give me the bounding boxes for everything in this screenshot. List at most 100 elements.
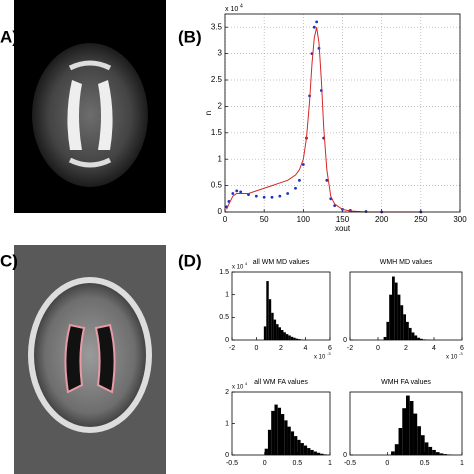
histogram-bar	[263, 326, 267, 340]
x-tick-label: -2	[229, 345, 235, 352]
y-tick-label: 1	[218, 154, 223, 163]
histogram-bar	[392, 276, 395, 340]
chart-title: WMH FA values	[381, 379, 431, 386]
data-point	[294, 186, 297, 190]
histogram-bar	[320, 453, 324, 455]
histogram-bar	[397, 294, 401, 340]
histogram-bar	[443, 454, 448, 455]
histogram-bar	[413, 413, 418, 455]
axes-frame	[349, 271, 463, 341]
multiplier: x 10	[232, 265, 244, 271]
fit-line	[226, 27, 421, 213]
histogram-bar	[273, 319, 277, 340]
y-tick-label: 3.5	[211, 22, 223, 31]
y-tick-label: 0.5	[211, 181, 223, 190]
y-tick-label: 1.5	[219, 269, 229, 276]
multiplier-exponent: 4	[240, 3, 243, 9]
data-point	[286, 192, 290, 195]
x-tick-label: 0.5	[292, 460, 302, 467]
histogram-bar	[288, 335, 291, 340]
multiplier: x 10	[232, 385, 244, 391]
x-tick-label: 0	[376, 345, 380, 352]
histogram-bar	[283, 332, 286, 340]
histogram-bar	[414, 335, 418, 340]
histogram-bar	[290, 336, 294, 340]
histogram-bar	[274, 404, 278, 455]
histogram-bar	[386, 321, 390, 340]
histogram-bar	[383, 336, 387, 340]
x-tick-label: -0.5	[226, 460, 238, 467]
histogram-bar	[313, 451, 317, 455]
x-tick-label: 4	[432, 345, 436, 352]
y-tick-label: 2	[225, 389, 229, 396]
histogram-bar	[394, 282, 398, 340]
histogram-bar	[406, 395, 410, 455]
axes-frame	[231, 391, 331, 456]
chart-title: all WM MD values	[253, 259, 310, 266]
histogram-bar	[408, 327, 412, 340]
data-point	[315, 20, 319, 24]
x-tick-label: 0	[223, 215, 228, 224]
data-point	[235, 189, 239, 193]
x-tick-label: -2	[347, 345, 353, 352]
y-tick-label: 2	[218, 102, 223, 111]
histogram-bar	[435, 452, 440, 455]
y-axis-label: n	[204, 111, 213, 115]
x-axis-label: xout	[335, 224, 351, 233]
histogram-bar	[268, 299, 272, 340]
histogram-bar	[287, 426, 291, 455]
histogram-bar	[266, 281, 269, 340]
histogram-bar	[271, 410, 275, 455]
histogram-bar	[439, 453, 444, 455]
multiplier-exponent: 4	[245, 381, 248, 386]
chart-title: all WM FA values	[254, 379, 308, 386]
separator	[14, 213, 166, 215]
data-point	[262, 195, 266, 199]
histogram-bar	[298, 339, 301, 340]
x-tick-label: 4	[304, 345, 308, 352]
histogram-bar	[409, 401, 414, 455]
data-point	[270, 195, 274, 199]
histogram-bar	[417, 426, 421, 455]
axes-frame	[231, 271, 331, 341]
x-tick-label: 1	[460, 460, 464, 467]
histogram-bar	[316, 452, 321, 455]
histogram-bar	[290, 431, 295, 455]
histogram-bar	[295, 338, 299, 340]
panel-label: A)	[0, 27, 18, 46]
data-point	[231, 192, 235, 195]
x-tick-label: 0	[385, 460, 389, 467]
y-tick-label: 0	[225, 452, 229, 459]
panel-label: (D)	[178, 251, 202, 270]
axes-frame	[349, 391, 463, 456]
x-tick-label: -0.5	[344, 460, 356, 467]
x-tick-label: 6	[328, 345, 332, 352]
histogram-bar	[406, 321, 409, 340]
y-tick-label: 0	[343, 337, 347, 344]
x-tick-label: 1	[328, 460, 332, 467]
x-tick-label: 0.5	[420, 460, 430, 467]
x-tick-label: 150	[336, 215, 350, 224]
panel-label: (B)	[178, 27, 202, 46]
histogram-bar	[294, 436, 298, 455]
x-tick-label: 300	[453, 215, 467, 224]
histogram-bar	[271, 312, 274, 340]
histogram-bar	[402, 408, 406, 455]
data-point	[325, 178, 329, 182]
y-tick-label: 0	[225, 337, 229, 344]
y-tick-label: 0	[343, 452, 347, 459]
image-a	[14, 0, 166, 213]
histogram-bar	[267, 429, 272, 455]
chart-title: WMH MD values	[380, 259, 433, 266]
data-point	[278, 194, 282, 198]
histogram-bar	[300, 443, 304, 455]
data-point	[239, 190, 243, 194]
y-tick-label: 2.5	[211, 75, 223, 84]
multiplier: x 10	[446, 355, 458, 361]
x-tick-label: 0	[263, 460, 267, 467]
histogram-bar	[281, 330, 284, 340]
x-tick-label: 250	[414, 215, 428, 224]
histogram-bar	[417, 337, 420, 340]
histogram-bar	[394, 444, 399, 455]
image-c	[14, 245, 166, 474]
